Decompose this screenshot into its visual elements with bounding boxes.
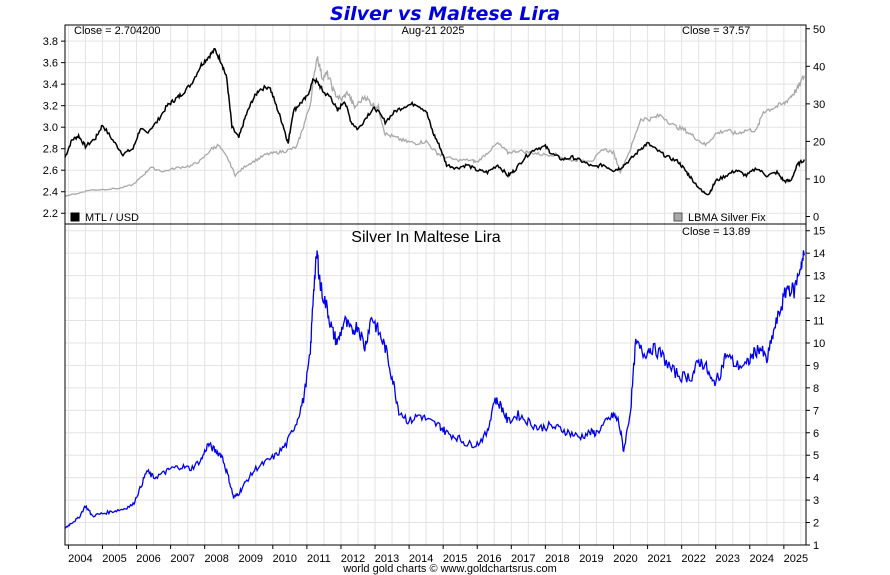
left-y-tick-label: 2.6 [43,165,58,177]
x-tick-label: 2017 [511,553,535,565]
bottom-panel-frame [64,223,807,546]
silver-in-maltese-lira-line [64,250,805,529]
x-tick-label: 2007 [170,553,194,565]
x-tick-label: 2011 [307,553,331,565]
x-tick-label: 2015 [443,553,467,565]
bottom-y-tick-label: 14 [813,248,825,260]
left-y-tick-label: 3.6 [43,58,58,70]
bottom-y-tick-label: 4 [813,473,819,485]
bottom-y-tick-label: 11 [813,316,824,328]
x-tick-label: 2025 [784,553,808,565]
bottom-panel-grid [65,224,806,546]
legend-swatch-mtl [70,212,80,222]
right-y-tick-label: 0 [813,211,819,223]
x-tick-label: 2004 [68,553,92,565]
x-tick-label: 2006 [136,553,160,565]
bottom-y-tick-label: 1 [813,540,819,552]
x-tick-label: 2020 [613,553,637,565]
chart-title: Silver vs Maltese Lira [330,3,560,25]
left-y-tick-label: 2.8 [43,144,58,156]
x-tick-label: 2005 [102,553,126,565]
bottom-y-tick-label: 13 [813,271,825,283]
left-y-tick-label: 2.4 [43,187,58,199]
bottom-y-tick-label: 15 [813,226,825,238]
right-y-tick-label: 50 [813,24,825,36]
right-y-tick-label: 30 [813,99,825,111]
date-label: Aug-21 2025 [402,25,465,37]
bottom-y-tick-label: 12 [813,293,825,305]
left-y-tick-label: 3.2 [43,101,58,113]
bottom-y-tick-label: 2 [813,518,819,530]
x-tick-label: 2021 [647,553,671,565]
bottom-y-tick-label: 5 [813,450,819,462]
left-y-tick-label: 3.4 [43,79,58,91]
left-y-tick-label: 2.2 [43,208,58,220]
bottom-panel-title: Silver In Maltese Lira [351,229,500,246]
bottom-y-tick-label: 10 [813,338,825,350]
left-y-tick-label: 3.0 [43,122,58,134]
bottom-y-tick-label: 6 [813,428,819,440]
x-tick-label: 2023 [715,553,739,565]
mtl-close-label: Close = 2.704200 [74,25,161,37]
left-y-tick-label: 3.8 [43,36,58,48]
x-tick-label: 2024 [750,553,774,565]
x-tick-label: 2022 [681,553,705,565]
x-tick-label: 2010 [273,553,297,565]
bottom-y-tick-label: 7 [813,405,819,417]
right-y-tick-label: 10 [813,174,825,186]
bottom-y-tick-label: 9 [813,360,819,372]
x-tick-label: 2018 [545,553,569,565]
bottom-y-tick-label: 3 [813,495,819,507]
x-tick-label: 2008 [204,553,228,565]
right-y-tick-label: 40 [813,61,825,73]
x-tick-label: 2013 [375,553,399,565]
x-tick-label: 2009 [239,553,263,565]
lbma-silver-fix-line [64,55,805,197]
x-tick-label: 2016 [477,553,501,565]
x-tick-label: 2012 [341,553,365,565]
legend-label-silver: LBMA Silver Fix [688,212,766,224]
footer-credit: world gold charts © www.goldchartsrus.co… [342,563,557,575]
silver-close-label: Close = 37.57 [682,25,750,37]
mtl-usd-line [64,47,805,196]
legend-label-mtl: MTL / USD [85,212,139,224]
bottom-y-tick-label: 8 [813,383,819,395]
x-tick-label: 2014 [409,553,433,565]
right-y-tick-label: 20 [813,136,825,148]
legend-swatch-silver [673,212,683,222]
bottom-close-label: Close = 13.89 [682,226,750,238]
tick-labels: 2004 2005 2006 2007 2008 2009 2010 2011 2012 2013… [43,24,826,565]
x-tick-label: 2019 [579,553,603,565]
